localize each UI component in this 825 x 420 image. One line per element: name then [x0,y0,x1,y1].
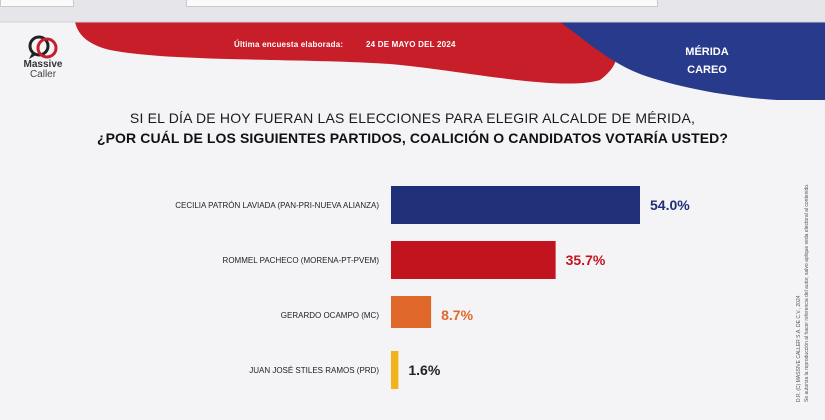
value-label-1: 54.0% [650,197,690,213]
category-label-4: JUAN JOSÉ STILES RAMOS (PRD) [249,366,379,375]
question-line1: SI EL DÍA DE HOY FUERAN LAS ELECCIONES P… [129,110,696,126]
copyright-line1: D.R. (C) MASSIVE CALLER S.A. DE C.V., 20… [796,295,802,402]
value-label-3: 8.7% [441,307,473,323]
value-label-2: 35.7% [566,252,606,268]
header-red-wave [75,22,617,84]
bar-4 [391,351,399,389]
bar-1 [391,186,640,224]
window-tab-center [186,0,658,7]
copyright-note: D.R. (C) MASSIVE CALLER S.A. DE C.V., 20… [790,170,818,410]
category-label-2: ROMMEL PACHECO (MORENA-PT-PVEM) [223,256,380,265]
survey-prefix: Última encuesta elaborada: [234,40,344,49]
header-subtitle: CAREO [687,64,727,76]
logo-line1: Massive [23,59,63,70]
question-line2: ¿POR CUÁL DE LOS SIGUIENTES PARTIDOS, CO… [96,130,729,146]
window-tab-left [0,0,74,7]
header-navy-wave [560,22,825,100]
massive-caller-logo: Massive Caller [18,34,68,88]
category-label-3: GERARDO OCAMPO (MC) [281,311,380,320]
city-label: MÉRIDA [685,46,729,58]
bar-3 [391,296,432,328]
category-label-1: CECILIA PATRÓN LAVIADA (PAN-PRI-NUEVA AL… [175,201,379,210]
bar-2 [391,241,556,279]
header-banner [0,21,825,100]
value-label-4: 1.6% [408,362,440,378]
survey-date: 24 DE MAYO DEL 2024 [366,40,456,49]
speech-bubbles-icon [26,34,60,60]
logo-line2: Caller [29,69,57,80]
copyright-line2: Se autoriza la reproducción al hacer ref… [804,183,810,402]
